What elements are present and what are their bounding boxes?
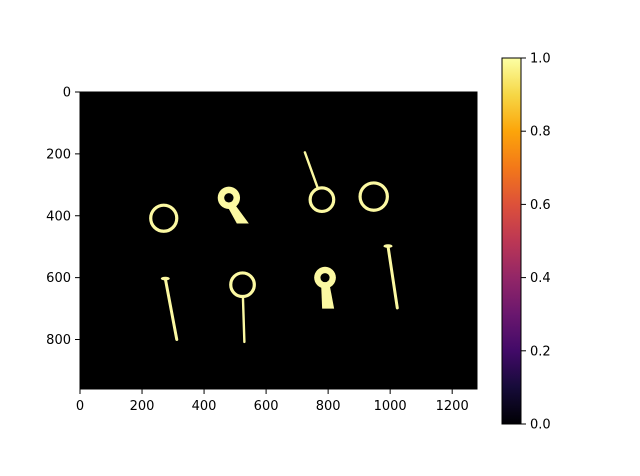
colorbar-gradient: [502, 58, 521, 424]
image-axes: 0 200 400 600 800 1000 1200 0 200 400 600 800: [46, 86, 478, 414]
ring-shape: [358, 181, 389, 212]
object-3-ring-pin: [303, 151, 336, 214]
image-background: [80, 92, 477, 389]
pin-shaft: [163, 277, 179, 341]
object-5-pin: [160, 276, 179, 341]
colorbar-tick-label: 1.0: [530, 52, 551, 67]
y-tick-label: 800: [46, 333, 71, 348]
object-6-ring-pin: [229, 271, 256, 344]
colorbar-tick-label: 0.2: [530, 344, 551, 359]
foreground-objects: [149, 151, 399, 344]
pin-shaft: [241, 295, 246, 344]
colorbar-frame: [501, 57, 522, 425]
y-tick-label: 200: [46, 147, 71, 162]
ring-hole: [320, 273, 330, 283]
ring-shape: [149, 203, 179, 233]
y-tick-label: 0: [63, 86, 71, 101]
axes-frame: [79, 91, 478, 390]
ring-shape: [229, 271, 256, 299]
pin-shaft: [303, 151, 320, 190]
x-tick-label: 0: [76, 399, 84, 414]
object-2-hole-tab: [217, 186, 249, 224]
x-tick-label: 400: [192, 399, 217, 414]
colorbar-tick-label: 0.4: [530, 271, 551, 286]
pin-shaft: [386, 244, 399, 310]
colorbar-tick-label: 0.0: [530, 418, 551, 433]
colorbar-tick-label: 0.6: [530, 198, 551, 213]
object-1-ring: [149, 203, 179, 233]
pin-head: [383, 244, 393, 248]
object-4-ring: [358, 181, 389, 212]
x-tick-label: 1000: [374, 399, 407, 414]
colorbar: 0.0 0.2 0.4 0.6 0.8 1.0: [501, 52, 551, 433]
colorbar-tick-label: 0.8: [530, 125, 551, 140]
x-tick-label: 600: [254, 399, 279, 414]
x-tick-label: 1200: [436, 399, 469, 414]
ring-hole: [224, 193, 234, 203]
y-tick-label: 600: [46, 271, 71, 286]
pin-head: [160, 276, 170, 281]
object-8-pin: [383, 244, 399, 310]
ring-shape: [308, 186, 336, 214]
x-tick-label: 200: [130, 399, 155, 414]
x-tick-label: 800: [316, 399, 341, 414]
object-7-hole-tab: [314, 266, 336, 309]
y-tick-label: 400: [46, 209, 71, 224]
